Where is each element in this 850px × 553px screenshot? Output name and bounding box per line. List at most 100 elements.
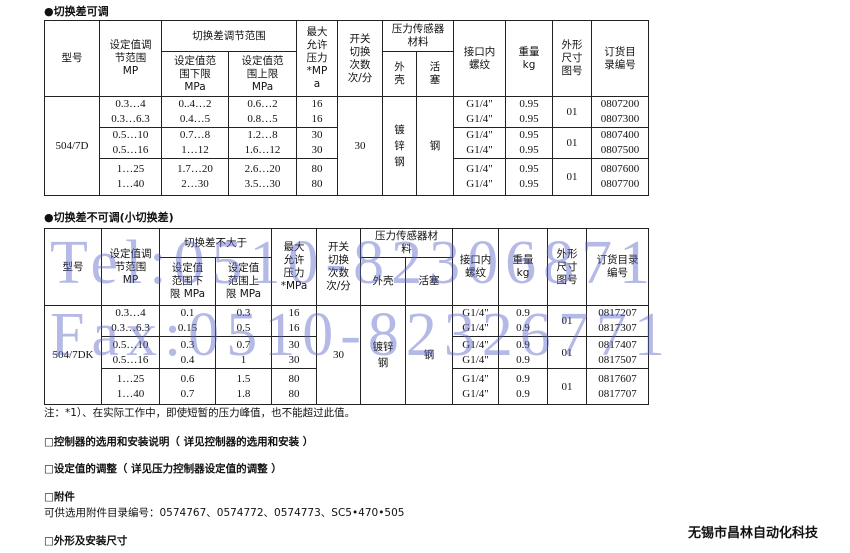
line: 16 <box>311 98 323 110</box>
line: 外壳 <box>372 275 394 287</box>
line: 节范围 <box>114 260 147 273</box>
line: 80 <box>288 387 300 400</box>
line: 允许 <box>306 39 328 51</box>
line: 0817607 <box>598 372 637 385</box>
line: 压力传感器 <box>391 23 445 35</box>
accessories-text: 可供选用附件目录编号：0574767、0574772、0574773、SC5•4… <box>44 507 405 519</box>
line: 0.3…4 <box>115 98 146 110</box>
line: 材料 <box>407 36 429 48</box>
dimension-drawing-cell: 01 <box>547 305 587 337</box>
line: 0.8…5 <box>247 113 278 125</box>
line: 0807700 <box>600 178 640 190</box>
table-row: 0.5…10 0.5…16 0.3 0.4 0.7 1 30 30 G1/4" G1/4" 0.9 0… <box>45 336 649 369</box>
line: 开关 <box>328 241 349 253</box>
upper-cell: 1.5 1.8 <box>215 368 272 405</box>
line: 0.9 <box>516 307 530 319</box>
line: 0807500 <box>600 144 640 156</box>
table1-title: ●切换差可调 <box>44 5 109 18</box>
line: 0817507 <box>598 353 637 366</box>
weight-cell: 0.9 0.9 <box>498 368 548 405</box>
line: 订货目录 <box>596 254 639 266</box>
header-material-group: 压力传感器材料 <box>360 228 453 258</box>
line: *MPa <box>280 280 308 292</box>
line: 0.95 <box>519 163 539 175</box>
line: 1…40 <box>116 387 145 400</box>
header-switch-frequency: 开关 切换 次数 次/分 <box>316 228 361 306</box>
line: 订货目 <box>604 45 636 58</box>
line: 0.4…5 <box>179 113 211 125</box>
line: 限 MPa <box>169 288 206 300</box>
dimension-drawing-cell: 01 <box>547 336 587 369</box>
line: 0807300 <box>600 113 640 125</box>
line: 活 <box>429 61 441 73</box>
line: 外形 <box>561 39 583 51</box>
header-order-number: 订货目录编号 <box>591 20 649 97</box>
model-cell: 504/7DK <box>44 305 102 405</box>
line: G1/4" <box>462 338 489 351</box>
line: 最大 <box>306 26 328 38</box>
line: 1.6…12 <box>244 144 281 156</box>
max-pressure-cell: 80 80 <box>271 368 317 405</box>
footnote: 注：*1）、在实际工作中，即使短暂的压力峰值，也不能超过此值。 <box>44 407 356 419</box>
line: 80 <box>311 178 323 190</box>
line: 钢 <box>377 357 389 369</box>
line: G1/4" <box>466 98 493 110</box>
header-range: 设定值调 节范围 MP <box>101 228 160 306</box>
line: G1/4" <box>466 178 493 190</box>
order-number-cell: 0807400 0807500 <box>591 127 649 159</box>
header-lower-limit: 设定值 范围下限 MPa <box>159 257 216 306</box>
max-pressure-cell: 80 80 <box>296 158 338 196</box>
order-number-cell: 0807600 0807700 <box>591 158 649 196</box>
dimension-drawing-cell: 01 <box>552 158 592 196</box>
line: a <box>313 78 321 90</box>
housing-material-cell: 镀锌钢 <box>360 305 406 405</box>
line: G1/4" <box>466 113 493 125</box>
line: 设定值范 <box>174 54 216 67</box>
line: 2.6…20 <box>244 163 281 175</box>
section-dimensions: □外形及安装尺寸 <box>44 535 128 547</box>
line: 塞 <box>429 74 441 86</box>
line: 1…40 <box>116 178 145 190</box>
line: 0.9 <box>516 322 530 334</box>
order-number-cell: 0807200 0807300 <box>591 96 649 128</box>
table-row: 1…25 1…40 0.6 0.7 1.5 1.8 80 80 G1/4" G1/4" 0.9 0.9… <box>45 368 649 405</box>
weight-cell: 0.9 0.9 <box>498 336 548 369</box>
line: 尺寸 <box>556 260 578 273</box>
line: 0807400 <box>600 129 640 141</box>
line: 编号 <box>607 267 628 279</box>
line: 设定值调 <box>109 39 152 51</box>
header-weight: 重量 kg <box>498 228 548 306</box>
range-cell: 0.3…4 0.3…6.3 <box>101 305 160 337</box>
line: G1/4" <box>462 372 489 385</box>
line: 次数 <box>328 267 349 279</box>
piston-material-cell: 钢 <box>405 305 453 405</box>
line: 0.95 <box>519 129 539 141</box>
line: MPa <box>251 80 274 93</box>
line: 0.95 <box>519 178 539 190</box>
line: kg <box>516 267 530 279</box>
section-setpoint: □设定值的调整（ 详见压力控制器设定值的调整 ） <box>44 463 282 475</box>
fixed-differential-table: 型号 设定值调 节范围 MP 切换差不大于 最大 允许 压力 *MPa 开关 切换 次数 次/分 压力传感… <box>44 228 649 405</box>
range-cell: 0.3…4 0.3…6.3 <box>99 96 162 128</box>
header-diff-group: 切换差不大于 <box>159 228 272 258</box>
header-housing: 外壳 <box>382 51 417 97</box>
line: 录编号 <box>604 58 636 71</box>
line: 锌 <box>394 140 405 152</box>
weight-cell: 0.95 0.95 <box>505 158 553 196</box>
line: 80 <box>288 372 300 385</box>
line: 允许 <box>283 254 305 266</box>
line: 0.7 <box>180 387 195 400</box>
line: 重量 <box>518 45 540 58</box>
table2-title: ●切换差不可调(小切换差) <box>44 211 174 224</box>
line: 0.95 <box>519 144 539 156</box>
company-name: 无锡市昌林自动化科技 <box>688 526 819 541</box>
line: 接口内 <box>463 45 496 58</box>
max-pressure-cell: 16 16 <box>296 96 338 128</box>
line: 围上限 <box>246 67 279 80</box>
upper-cell: 0.6…2 0.8…5 <box>228 96 297 128</box>
housing-material-cell: 镀锌钢 <box>382 96 417 196</box>
line: 螺纹 <box>465 267 486 279</box>
line: 0.9 <box>516 387 530 400</box>
thread-cell: G1/4" G1/4" <box>452 305 499 337</box>
